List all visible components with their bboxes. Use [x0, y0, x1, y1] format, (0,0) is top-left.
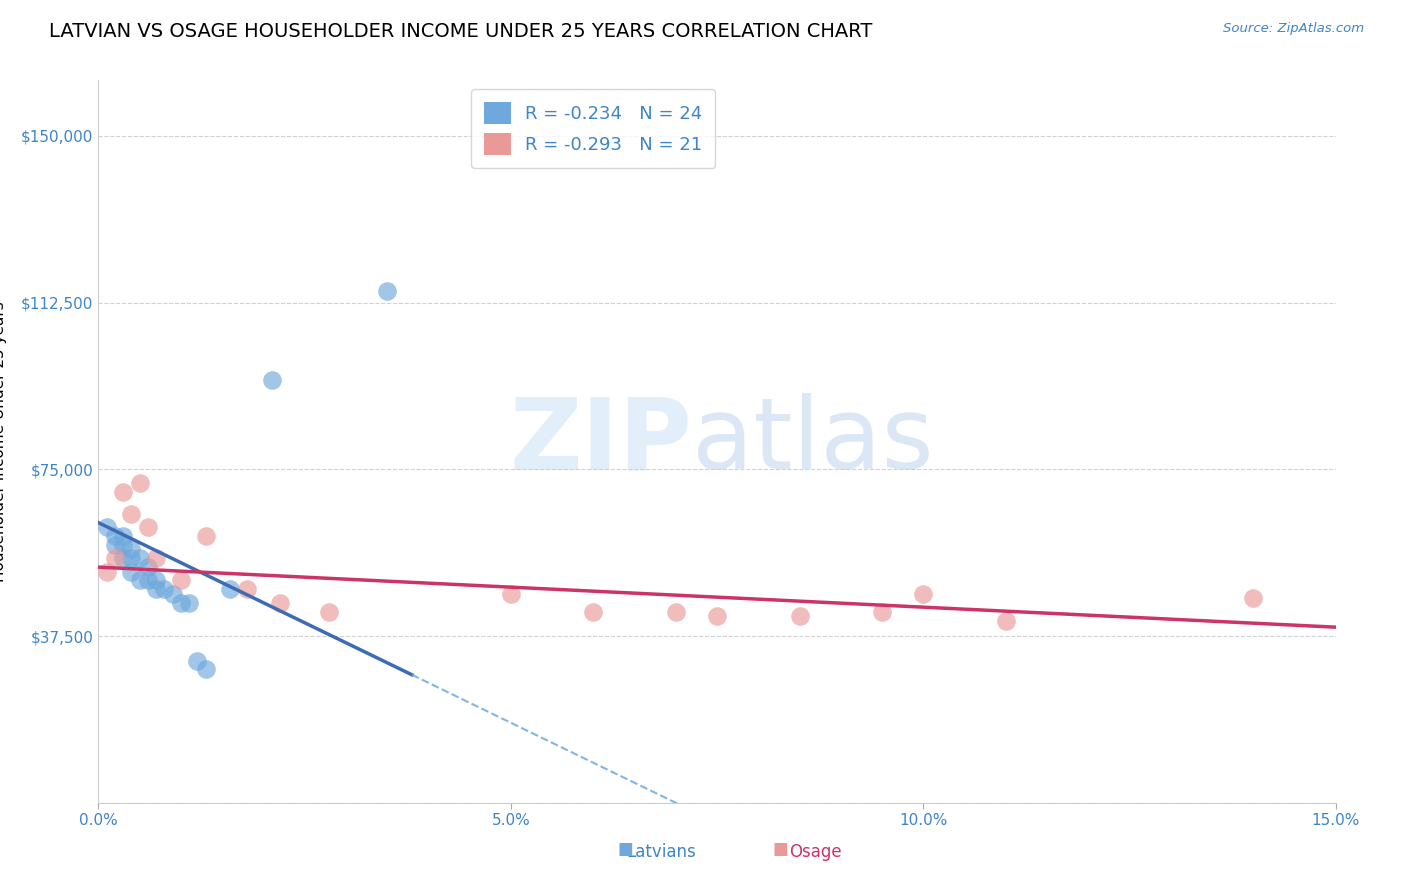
Point	[145, 551, 167, 566]
Point	[120, 542, 142, 557]
Point	[665, 605, 688, 619]
Point	[318, 605, 340, 619]
Point	[499, 587, 522, 601]
Text: Latvians: Latvians	[626, 843, 696, 861]
Point	[162, 587, 184, 601]
Point	[706, 609, 728, 624]
Point	[96, 565, 118, 579]
Point	[136, 520, 159, 534]
Text: ■: ■	[772, 840, 789, 858]
Point	[112, 529, 135, 543]
Text: Source: ZipAtlas.com: Source: ZipAtlas.com	[1223, 22, 1364, 36]
Point	[870, 605, 893, 619]
Point	[582, 605, 605, 619]
Text: ZIP: ZIP	[509, 393, 692, 490]
Point	[375, 285, 398, 299]
Point	[104, 551, 127, 566]
Point	[1241, 591, 1264, 606]
Point	[120, 551, 142, 566]
Point	[219, 582, 242, 597]
Point	[912, 587, 935, 601]
Point	[136, 574, 159, 588]
Point	[128, 475, 150, 490]
Legend: R = -0.234   N = 24, R = -0.293   N = 21: R = -0.234 N = 24, R = -0.293 N = 21	[471, 89, 716, 168]
Point	[96, 520, 118, 534]
Point	[145, 574, 167, 588]
Point	[170, 596, 193, 610]
Point	[269, 596, 291, 610]
Text: Osage: Osage	[789, 843, 842, 861]
Point	[260, 373, 283, 387]
Point	[112, 484, 135, 499]
Point	[194, 662, 217, 676]
Text: ■: ■	[617, 840, 634, 858]
Point	[128, 574, 150, 588]
Point	[236, 582, 259, 597]
Point	[170, 574, 193, 588]
Point	[120, 565, 142, 579]
Point	[789, 609, 811, 624]
Point	[104, 538, 127, 552]
Point	[194, 529, 217, 543]
Point	[994, 614, 1017, 628]
Point	[112, 538, 135, 552]
Point	[104, 529, 127, 543]
Point	[153, 582, 176, 597]
Point	[186, 653, 208, 667]
Point	[145, 582, 167, 597]
Point	[179, 596, 201, 610]
Point	[120, 507, 142, 521]
Point	[128, 551, 150, 566]
Point	[136, 560, 159, 574]
Y-axis label: Householder Income Under 25 years: Householder Income Under 25 years	[0, 301, 7, 582]
Text: LATVIAN VS OSAGE HOUSEHOLDER INCOME UNDER 25 YEARS CORRELATION CHART: LATVIAN VS OSAGE HOUSEHOLDER INCOME UNDE…	[49, 22, 873, 41]
Text: atlas: atlas	[692, 393, 934, 490]
Point	[112, 551, 135, 566]
